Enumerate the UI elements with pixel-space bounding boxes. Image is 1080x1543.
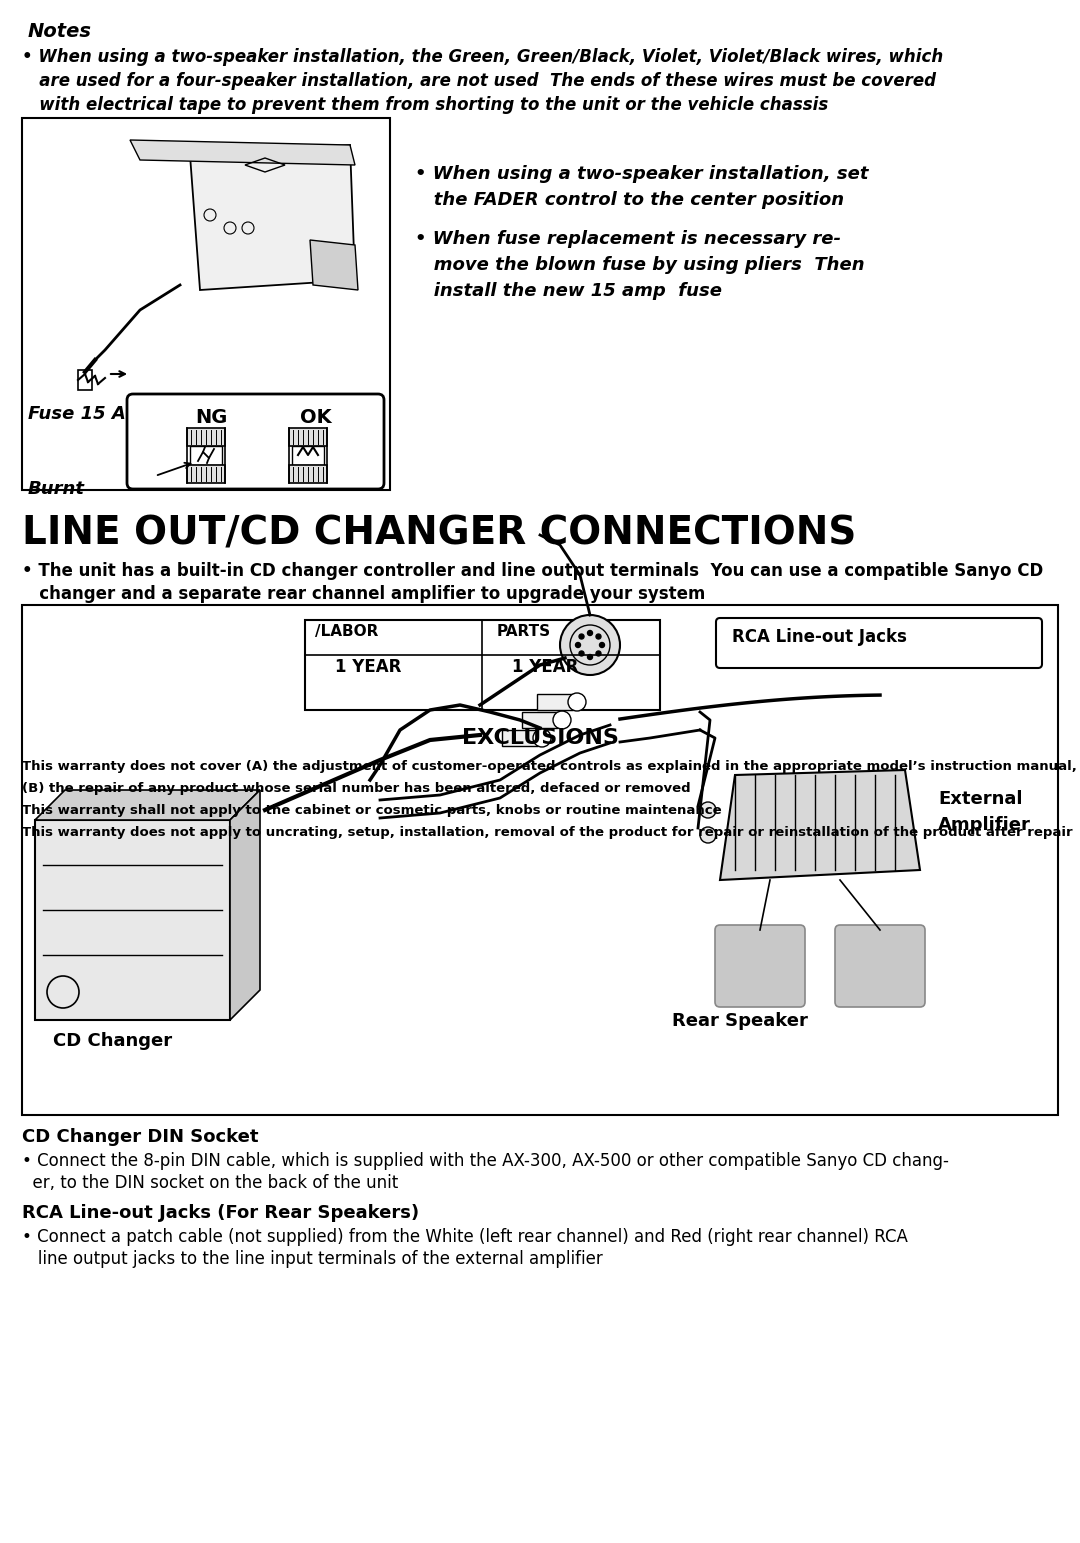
- Circle shape: [588, 654, 593, 659]
- Text: Amplifier: Amplifier: [939, 816, 1031, 835]
- Text: with electrical tape to prevent them from shorting to the unit or the vehicle ch: with electrical tape to prevent them fro…: [22, 96, 828, 114]
- Bar: [289, 427, 327, 446]
- Text: /LABOR: /LABOR: [315, 623, 378, 639]
- Text: Notes: Notes: [28, 22, 92, 42]
- FancyBboxPatch shape: [127, 393, 384, 489]
- Circle shape: [561, 616, 620, 674]
- Circle shape: [568, 693, 586, 711]
- Text: This warranty shall not apply to the cabinet or cosmetic parts, knobs or routine: This warranty shall not apply to the cab…: [22, 804, 721, 816]
- Text: • When using a two-speaker installation, the Green, Green/Black, Violet, Violet/: • When using a two-speaker installation,…: [22, 48, 943, 66]
- Text: Burnt: Burnt: [28, 480, 85, 498]
- Text: This warranty does not cover (A) the adjustment of customer-operated controls as: This warranty does not cover (A) the adj…: [22, 761, 1080, 773]
- Bar: [22, 117, 390, 491]
- Bar: [522, 711, 558, 728]
- Text: EXCLUSIONS: EXCLUSIONS: [461, 728, 619, 748]
- Circle shape: [596, 651, 600, 656]
- Bar: [78, 370, 92, 390]
- Circle shape: [596, 634, 600, 639]
- Circle shape: [534, 728, 551, 747]
- Circle shape: [579, 634, 584, 639]
- Bar: [289, 464, 327, 483]
- Text: • Connect the 8-pin DIN cable, which is supplied with the AX-300, AX-500 or othe: • Connect the 8-pin DIN cable, which is …: [22, 1153, 949, 1170]
- Text: (B) the repair of any product whose serial number has been altered, defaced or r: (B) the repair of any product whose seri…: [22, 782, 690, 795]
- Circle shape: [553, 711, 571, 728]
- Bar: [190, 446, 222, 464]
- Text: OK: OK: [300, 407, 332, 427]
- Circle shape: [579, 651, 584, 656]
- Bar: [187, 427, 225, 446]
- Text: line output jacks to the line input terminals of the external amplifier: line output jacks to the line input term…: [22, 1250, 603, 1268]
- Text: changer and a separate rear channel amplifier to upgrade your system: changer and a separate rear channel ampl…: [22, 585, 705, 603]
- Bar: [537, 694, 573, 710]
- Text: • The unit has a built-in CD changer controller and line output terminals  You c: • The unit has a built-in CD changer con…: [22, 562, 1043, 580]
- Circle shape: [700, 802, 716, 818]
- Text: • When using a two-speaker installation, set: • When using a two-speaker installation,…: [415, 165, 868, 184]
- Text: move the blown fuse by using pliers  Then: move the blown fuse by using pliers Then: [415, 256, 865, 275]
- Text: are used for a four-speaker installation, are not used  The ends of these wires : are used for a four-speaker installation…: [22, 73, 936, 89]
- Text: CD Changer DIN Socket: CD Changer DIN Socket: [22, 1128, 258, 1146]
- Bar: [35, 819, 230, 1020]
- Polygon shape: [230, 790, 260, 1020]
- Text: Rear Speaker: Rear Speaker: [672, 1012, 808, 1031]
- Text: the FADER control to the center position: the FADER control to the center position: [415, 191, 845, 208]
- Bar: [22, 605, 1058, 1116]
- Text: 1 YEAR: 1 YEAR: [335, 657, 402, 676]
- Circle shape: [576, 642, 581, 648]
- Bar: [502, 730, 538, 745]
- Bar: [292, 446, 324, 464]
- Bar: [305, 620, 660, 710]
- Text: 1 YEAR: 1 YEAR: [512, 657, 579, 676]
- Text: NG: NG: [195, 407, 228, 427]
- Text: PARTS: PARTS: [497, 623, 551, 639]
- Circle shape: [588, 631, 593, 636]
- Text: External: External: [939, 790, 1023, 809]
- Text: RCA Line-out Jacks (For Rear Speakers): RCA Line-out Jacks (For Rear Speakers): [22, 1204, 419, 1222]
- Text: Fuse 15 A: Fuse 15 A: [28, 404, 125, 423]
- Text: er, to the DIN socket on the back of the unit: er, to the DIN socket on the back of the…: [22, 1174, 399, 1193]
- Text: • When fuse replacement is necessary re-: • When fuse replacement is necessary re-: [415, 230, 841, 248]
- Polygon shape: [310, 241, 357, 290]
- FancyBboxPatch shape: [716, 619, 1042, 668]
- FancyBboxPatch shape: [715, 924, 805, 1008]
- Polygon shape: [130, 140, 355, 165]
- Polygon shape: [190, 145, 355, 290]
- Text: • Connect a patch cable (not supplied) from the White (left rear channel) and Re: • Connect a patch cable (not supplied) f…: [22, 1228, 908, 1247]
- Text: install the new 15 amp  fuse: install the new 15 amp fuse: [415, 282, 723, 299]
- Text: CD Changer: CD Changer: [53, 1032, 172, 1049]
- Text: LINE OUT/CD CHANGER CONNECTIONS: LINE OUT/CD CHANGER CONNECTIONS: [22, 515, 856, 552]
- Circle shape: [599, 642, 605, 648]
- FancyBboxPatch shape: [835, 924, 924, 1008]
- Text: This warranty does not apply to uncrating, setup, installation, removal of the p: This warranty does not apply to uncratin…: [22, 826, 1072, 839]
- Bar: [187, 464, 225, 483]
- Circle shape: [700, 827, 716, 842]
- Polygon shape: [720, 770, 920, 880]
- Text: RCA Line-out Jacks: RCA Line-out Jacks: [732, 628, 907, 647]
- Polygon shape: [35, 790, 260, 819]
